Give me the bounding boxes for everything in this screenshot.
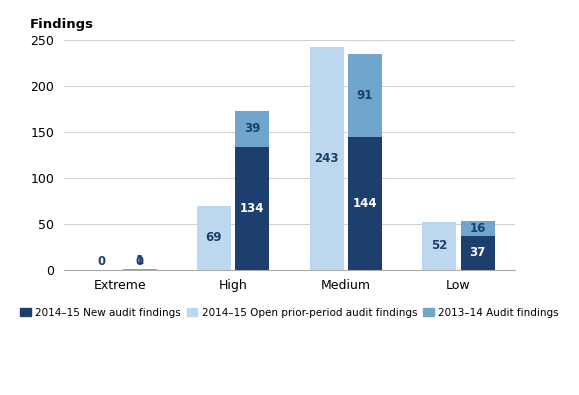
- Text: Findings: Findings: [30, 18, 94, 31]
- Text: 144: 144: [353, 197, 378, 210]
- Text: 16: 16: [470, 222, 486, 235]
- Text: 52: 52: [431, 239, 448, 252]
- Text: 1: 1: [135, 254, 144, 267]
- Text: 0: 0: [97, 255, 105, 268]
- Bar: [461, 221, 494, 236]
- Bar: [123, 269, 156, 270]
- Bar: [461, 236, 494, 270]
- Text: 243: 243: [314, 152, 339, 165]
- Bar: [348, 137, 382, 270]
- Text: 69: 69: [206, 231, 222, 245]
- Legend: 2014–15 New audit findings, 2014–15 Open prior-period audit findings, 2013–14 Au: 2014–15 New audit findings, 2014–15 Open…: [16, 303, 563, 322]
- Bar: [348, 54, 382, 137]
- Bar: [197, 206, 231, 270]
- Bar: [310, 47, 343, 270]
- Bar: [236, 147, 269, 270]
- Text: 91: 91: [357, 89, 373, 102]
- Text: 134: 134: [240, 202, 265, 214]
- Bar: [423, 222, 456, 270]
- Bar: [236, 111, 269, 147]
- Text: 0: 0: [135, 255, 144, 268]
- Text: 39: 39: [244, 122, 261, 135]
- Text: 37: 37: [470, 246, 486, 259]
